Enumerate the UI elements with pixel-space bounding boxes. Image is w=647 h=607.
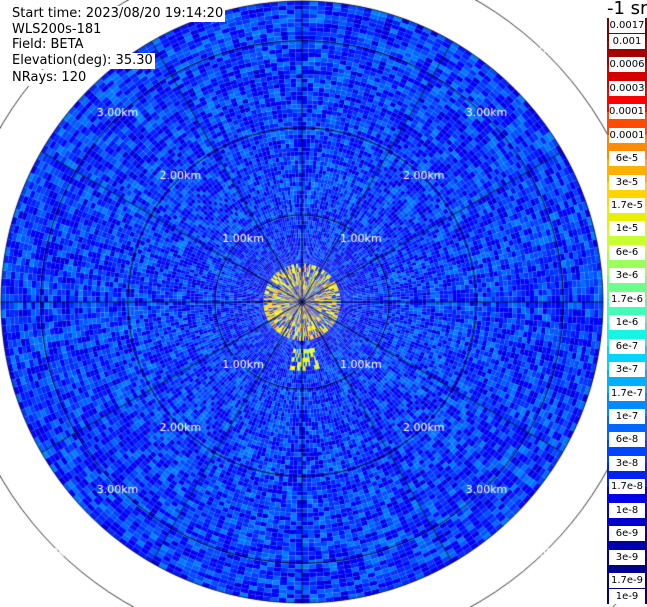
colorbar-tick-label: 0.0017: [609, 18, 645, 33]
colorbar-tick-label: 1e-6: [609, 315, 645, 331]
colorbar-tick-label: 3e-8: [609, 455, 645, 471]
colorbar-tick-label: 1.7e-6: [609, 291, 645, 307]
colorbar-tick-label: 0.00017: [609, 104, 645, 120]
colorbar-tick-label: 1e-5: [609, 221, 645, 237]
colorbar-tick-label: 0.0001: [609, 127, 645, 143]
colorbar-tick-label: 6e-9: [609, 526, 645, 542]
colorbar-tick-label: 6e-5: [609, 151, 645, 167]
colorbar-tick-label: 0.001: [609, 33, 645, 49]
colorbar-tick-label: 6e-8: [609, 432, 645, 448]
field-label: Field: BETA: [10, 37, 86, 53]
colorbar-tick-label: 1.7e-9: [609, 573, 645, 589]
instrument-label: WLS200s-181: [10, 22, 104, 38]
colorbar-tick-label: 1.7e-5: [609, 198, 645, 214]
nrays-label: NRays: 120: [10, 70, 89, 86]
colorbar-tick-label: 6e-6: [609, 244, 645, 260]
colorbar-tick-label: 6e-7: [609, 338, 645, 354]
colorbar-tick-label: 1.7e-7: [609, 385, 645, 401]
colorbar-tick-label: 1e-8: [609, 502, 645, 518]
colorbar-units: -1 sr: [607, 0, 647, 19]
colorbar-tick-label: 1e-9: [609, 589, 645, 604]
colorbar-tick-label: 0.0006: [609, 57, 645, 73]
colorbar-tick-label: 1.7e-8: [609, 479, 645, 495]
colorbar-tick-label: 1e-7: [609, 408, 645, 424]
colorbar-tick-label: 3e-7: [609, 362, 645, 378]
start-time-label: Start time: 2023/08/20 19:14:20: [10, 6, 226, 22]
elevation-label: Elevation(deg): 35.30: [10, 53, 155, 69]
colorbar-tick-label: 0.0003: [609, 80, 645, 96]
colorbar-tick-label: 3e-6: [609, 268, 645, 284]
colorbar-tick-label: 3e-9: [609, 549, 645, 565]
colorbar-tick-label: 3e-5: [609, 174, 645, 190]
